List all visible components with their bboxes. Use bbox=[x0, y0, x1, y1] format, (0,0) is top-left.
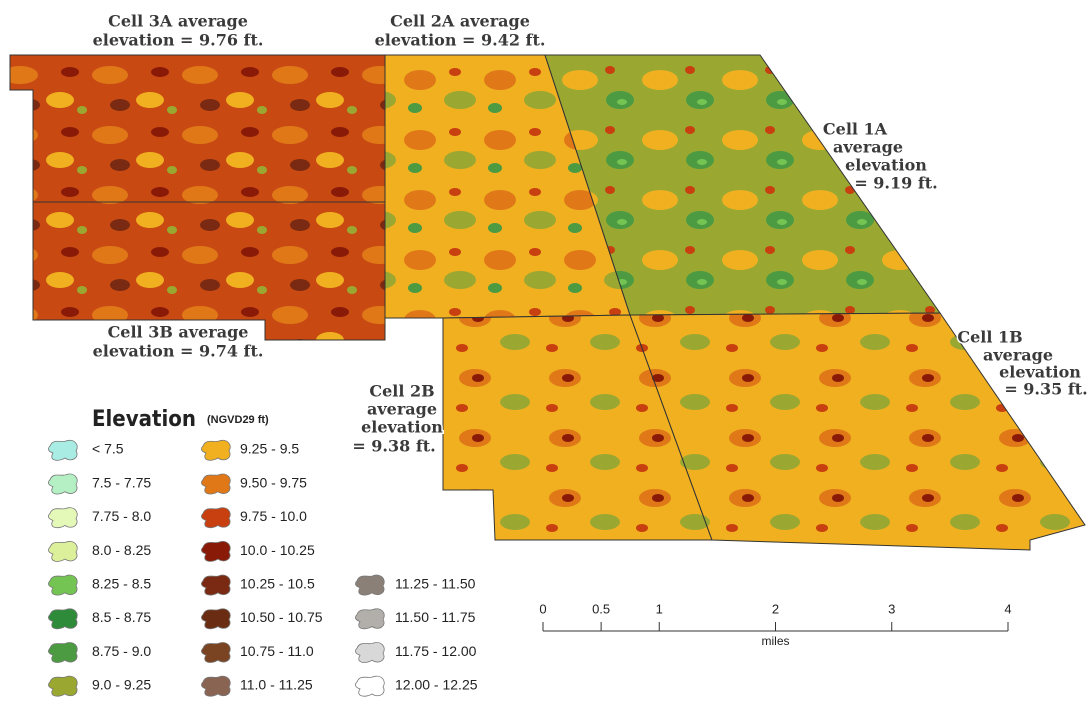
legend-label: 8.0 - 8.25 bbox=[92, 542, 151, 558]
legend-label: 12.00 - 12.25 bbox=[395, 677, 478, 693]
cell-label: = 9.35 ft. bbox=[1004, 380, 1087, 399]
legend-label: 10.50 - 10.75 bbox=[240, 609, 323, 625]
legend-label: < 7.5 bbox=[92, 441, 124, 457]
legend-label: 9.25 - 9.5 bbox=[240, 441, 299, 457]
legend-swatch bbox=[355, 642, 384, 662]
legend-label: 11.50 - 11.75 bbox=[395, 609, 476, 625]
legend-swatch bbox=[48, 609, 77, 629]
cell-label: Cell 2B bbox=[369, 382, 434, 401]
legend-label: 10.25 - 10.5 bbox=[240, 576, 315, 592]
legend-swatch bbox=[201, 474, 230, 494]
cell-label: elevation = 9.42 ft. bbox=[375, 31, 546, 50]
legend-swatch bbox=[201, 609, 230, 629]
legend-swatch bbox=[201, 676, 230, 696]
map: Elevation (NGVD29 ft) Cell 3A averageele… bbox=[0, 0, 1088, 698]
legend-swatch bbox=[355, 575, 384, 595]
map-cells bbox=[10, 55, 1085, 550]
scale-tick-label: 4 bbox=[1004, 601, 1011, 616]
legend-label: 8.25 - 8.5 bbox=[92, 576, 151, 592]
legend-swatch bbox=[201, 440, 230, 460]
legend-swatch bbox=[48, 575, 77, 595]
legend-swatch bbox=[355, 676, 384, 696]
cell-label: elevation bbox=[845, 156, 927, 175]
cell-label: Cell 3B average bbox=[108, 323, 249, 342]
legend-label: 8.75 - 9.0 bbox=[92, 643, 151, 659]
legend-swatch bbox=[48, 676, 77, 696]
legend-subtitle: (NGVD29 ft) bbox=[207, 414, 269, 426]
cell-label: Cell 3A average bbox=[108, 12, 248, 31]
legend-label: 9.75 - 10.0 bbox=[240, 508, 307, 524]
scale-unit: miles bbox=[761, 634, 789, 648]
legend-label: 10.0 - 10.25 bbox=[240, 542, 315, 558]
cell-label: elevation bbox=[361, 418, 443, 437]
legend-label: 11.25 - 11.50 bbox=[395, 576, 476, 592]
legend-swatch bbox=[48, 541, 77, 561]
legend-swatch bbox=[201, 575, 230, 595]
legend-swatch bbox=[48, 508, 77, 528]
legend-swatch bbox=[48, 474, 77, 494]
legend-label: 11.75 - 12.00 bbox=[395, 643, 477, 659]
cell-label: Cell 1A bbox=[823, 120, 888, 139]
legend-label: 7.75 - 8.0 bbox=[92, 508, 151, 524]
legend-swatch bbox=[48, 440, 77, 460]
scale-tick-label: 0.5 bbox=[592, 601, 610, 616]
scale-tick-label: 1 bbox=[656, 601, 663, 616]
cell-label: elevation = 9.76 ft. bbox=[93, 31, 264, 50]
legend-title: Elevation bbox=[92, 407, 196, 432]
legend-swatch bbox=[201, 508, 230, 528]
legend-label: 7.5 - 7.75 bbox=[92, 474, 151, 490]
cell-label: average bbox=[367, 400, 437, 419]
cell-label: Cell 1B bbox=[957, 328, 1022, 347]
cell-label: Cell 2A average bbox=[390, 12, 530, 31]
legend-label: 8.5 - 8.75 bbox=[92, 609, 151, 625]
scale-tick-label: 3 bbox=[888, 601, 895, 616]
legend-swatch bbox=[201, 642, 230, 662]
cell-label: elevation = 9.74 ft. bbox=[93, 342, 264, 361]
legend-label: 9.50 - 9.75 bbox=[240, 474, 307, 490]
scale-tick-label: 0 bbox=[539, 601, 546, 616]
cell-label: = 9.19 ft. bbox=[854, 174, 937, 193]
cell-label: average bbox=[833, 138, 903, 157]
cell-label: = 9.38 ft. bbox=[352, 437, 435, 456]
legend-swatch bbox=[355, 609, 384, 629]
legend-label: 10.75 - 11.0 bbox=[240, 643, 314, 659]
cell-3 bbox=[10, 55, 385, 340]
legend-swatch bbox=[201, 541, 230, 561]
legend-label: 11.0 - 11.25 bbox=[240, 677, 313, 693]
scale-tick-label: 2 bbox=[772, 601, 779, 616]
legend-swatch bbox=[48, 642, 77, 662]
legend-label: 9.0 - 9.25 bbox=[92, 677, 151, 693]
